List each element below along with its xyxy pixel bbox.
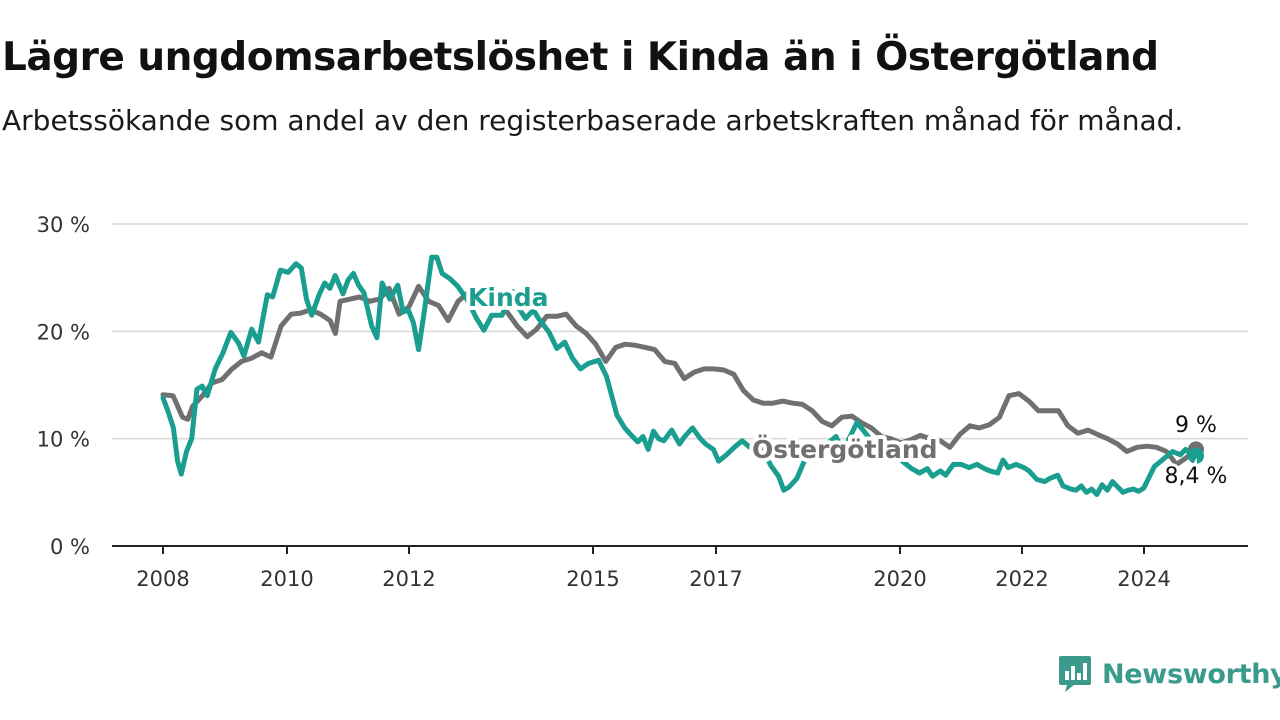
series-line-stergtland	[160, 283, 1199, 467]
newsworthy-logo-icon	[1059, 656, 1091, 692]
gridlines	[112, 223, 1248, 440]
x-tick-label: 2022	[995, 567, 1048, 591]
newsworthy-logo-text: Newsworthy	[1102, 658, 1280, 690]
x-tick-label: 2010	[260, 567, 313, 591]
series-label-ostergotland: Östergötland	[752, 434, 938, 464]
y-tick-label: 30 %	[37, 213, 90, 237]
series-end-point	[1188, 447, 1204, 464]
x-axis-ticks: 2008 2010 2012 2015 2017 2020 2022 2024	[136, 546, 1171, 591]
x-tick-label: 2015	[566, 567, 619, 591]
y-tick-label: 20 %	[37, 320, 90, 344]
series-label-kinda: Kinda	[468, 283, 549, 312]
chart-title: Lägre ungdomsarbetslöshet i Kinda än i Ö…	[2, 35, 1159, 80]
newsworthy-brand: Newsworthy	[1058, 652, 1280, 696]
series-lines	[160, 254, 1204, 497]
y-tick-label: 0 %	[50, 535, 90, 559]
x-tick-label: 2017	[689, 567, 742, 591]
end-label-ostergotland: 9 %	[1175, 413, 1217, 438]
y-axis-tick-labels: 0 % 10 % 20 % 30 %	[37, 213, 90, 559]
x-tick-label: 2012	[382, 567, 435, 591]
series-labels: Kinda Östergötland 9 % 8,4 %	[464, 279, 1230, 492]
chart-subtitle: Arbetssökande som andel av den registerb…	[2, 104, 1184, 137]
end-label-kinda: 8,4 %	[1165, 464, 1228, 489]
x-tick-label: 2020	[873, 567, 926, 591]
y-tick-label: 10 %	[37, 428, 90, 452]
x-tick-label: 2024	[1117, 567, 1170, 591]
x-tick-label: 2008	[136, 567, 189, 591]
series-line-kinda	[160, 254, 1199, 497]
